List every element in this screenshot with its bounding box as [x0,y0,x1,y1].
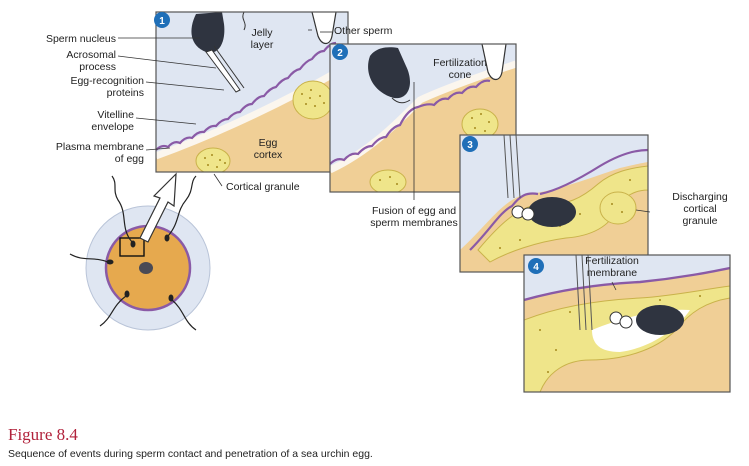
fertilization-membrane-line [524,266,730,302]
label-plasma-membrane-1: Plasma membrane [56,141,144,153]
label-other-sperm: Other sperm [334,25,393,37]
panel-3-number: 3 [467,140,473,151]
label-cortical-granule: Cortical granule [226,181,300,193]
overview-zoom-box [119,237,145,257]
other-sperm-p1 [311,12,337,45]
label-discharging-2: cortical [683,203,716,215]
panel-4-badge [528,258,544,274]
label-fusion-2: sperm membranes [370,217,458,229]
panel-4-frame [523,254,731,393]
label-vitelline-2: envelope [91,121,134,133]
figure-title: Figure 8.4 [8,425,78,444]
label-fusion-1: Fusion of egg and [372,205,456,217]
overview-nucleus [139,262,153,274]
panel-2-badge [332,44,348,60]
panel-1-number: 1 [159,16,165,27]
label-acrosomal-2: process [79,61,116,73]
label-fertilization-cone-2: cone [449,69,472,81]
panel-2-number: 2 [337,48,343,59]
figure-caption: Sequence of events during sperm contact … [8,448,373,460]
label-plasma-membrane-2: of egg [115,153,144,165]
label-sperm-nucleus: Sperm nucleus [46,33,116,45]
label-egg-recognition-2: proteins [107,87,144,99]
label-discharging-3: granule [682,215,717,227]
label-fertilization-membrane-2: membrane [587,267,637,279]
sperm-head-p3 [528,197,576,227]
label-jelly-1: Jelly [251,27,273,39]
sperm-head-p1 [191,12,225,53]
label-egg-cortex-1: Egg [259,137,278,149]
panel-1: 1 [154,11,349,173]
sea-urchin-fertilization-figure: 1 2 [46,11,731,393]
leader-lines [117,29,651,291]
sperm-head-p2 [368,47,410,99]
sperm-head-p4 [636,305,684,335]
labels: Sperm nucleus Acrosomal process Egg-reco… [46,25,728,279]
zoom-arrow [139,172,177,243]
panel-4: 4 [523,254,731,393]
panel-1-badge [154,12,170,28]
panel-4-number: 4 [533,262,539,273]
label-egg-cortex-2: cortex [254,149,283,161]
label-vitelline-1: Vitelline [97,109,134,121]
label-egg-recognition-1: Egg-recognition [70,75,144,87]
panel-3: 3 [459,134,649,273]
label-discharging-1: Discharging [672,191,728,203]
label-jelly-2: layer [251,39,274,51]
label-acrosomal-1: Acrosomal [66,49,116,61]
overview-egg [69,172,211,331]
panel-2-frame [329,43,517,193]
label-fertilization-cone-1: Fertilization [433,57,487,69]
label-fertilization-membrane-1: Fertilization [585,255,639,267]
cortical-granule-p1 [195,80,334,172]
panel-3-badge [462,136,478,152]
